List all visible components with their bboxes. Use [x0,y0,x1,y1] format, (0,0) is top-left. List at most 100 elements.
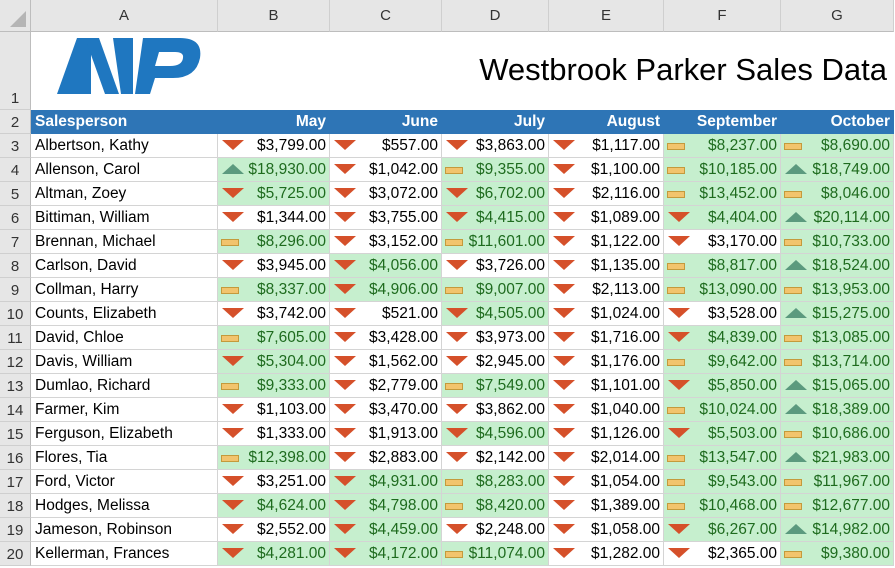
row-header-6[interactable]: 6 [0,206,31,230]
row-header-10[interactable]: 10 [0,302,31,326]
sales-cell[interactable]: $4,624.00 [218,494,330,518]
sales-cell[interactable]: $9,642.00 [664,350,781,374]
sales-cell[interactable]: $1,089.00 [549,206,664,230]
sales-cell[interactable]: $557.00 [330,134,442,158]
row-header-14[interactable]: 14 [0,398,31,422]
salesperson-cell[interactable]: Hodges, Melissa [31,494,218,518]
sales-cell[interactable]: $3,072.00 [330,182,442,206]
salesperson-cell[interactable]: Albertson, Kathy [31,134,218,158]
sales-cell[interactable]: $13,090.00 [664,278,781,302]
salesperson-cell[interactable]: Bittiman, William [31,206,218,230]
sales-cell[interactable]: $21,983.00 [781,446,894,470]
sales-cell[interactable]: $1,126.00 [549,422,664,446]
salesperson-cell[interactable]: Brennan, Michael [31,230,218,254]
sales-cell[interactable]: $10,185.00 [664,158,781,182]
row-header-18[interactable]: 18 [0,494,31,518]
sales-cell[interactable]: $1,562.00 [330,350,442,374]
row-header-15[interactable]: 15 [0,422,31,446]
sales-cell[interactable]: $1,716.00 [549,326,664,350]
sales-cell[interactable]: $3,973.00 [442,326,549,350]
sales-cell[interactable]: $9,380.00 [781,542,894,566]
sales-cell[interactable]: $3,428.00 [330,326,442,350]
sales-cell[interactable]: $4,505.00 [442,302,549,326]
row-header-9[interactable]: 9 [0,278,31,302]
row-header-5[interactable]: 5 [0,182,31,206]
select-all-button[interactable] [0,0,31,32]
column-title-october[interactable]: October [781,110,894,134]
salesperson-cell[interactable]: Collman, Harry [31,278,218,302]
sales-cell[interactable]: $1,282.00 [549,542,664,566]
row-header-7[interactable]: 7 [0,230,31,254]
salesperson-cell[interactable]: Jameson, Robinson [31,518,218,542]
sales-cell[interactable]: $4,839.00 [664,326,781,350]
row-header-4[interactable]: 4 [0,158,31,182]
sales-cell[interactable]: $12,398.00 [218,446,330,470]
sales-cell[interactable]: $9,355.00 [442,158,549,182]
sales-cell[interactable]: $8,046.00 [781,182,894,206]
sales-cell[interactable]: $2,142.00 [442,446,549,470]
sales-cell[interactable]: $3,742.00 [218,302,330,326]
sales-cell[interactable]: $5,725.00 [218,182,330,206]
sales-cell[interactable]: $18,930.00 [218,158,330,182]
sales-cell[interactable]: $3,528.00 [664,302,781,326]
column-title-salesperson[interactable]: Salesperson [31,110,218,134]
column-header-F[interactable]: F [664,0,781,32]
sales-cell[interactable]: $15,275.00 [781,302,894,326]
sales-cell[interactable]: $8,817.00 [664,254,781,278]
sales-cell[interactable]: $2,365.00 [664,542,781,566]
salesperson-cell[interactable]: Counts, Elizabeth [31,302,218,326]
sales-cell[interactable]: $8,283.00 [442,470,549,494]
column-title-september[interactable]: September [664,110,781,134]
sales-cell[interactable]: $1,135.00 [549,254,664,278]
sales-cell[interactable]: $4,798.00 [330,494,442,518]
row-header-2[interactable]: 2 [0,110,31,134]
row-header-20[interactable]: 20 [0,542,31,566]
sales-cell[interactable]: $4,459.00 [330,518,442,542]
sales-cell[interactable]: $15,065.00 [781,374,894,398]
salesperson-cell[interactable]: Altman, Zoey [31,182,218,206]
sales-cell[interactable]: $10,686.00 [781,422,894,446]
sales-cell[interactable]: $1,024.00 [549,302,664,326]
sales-cell[interactable]: $521.00 [330,302,442,326]
sales-cell[interactable]: $1,122.00 [549,230,664,254]
column-header-C[interactable]: C [330,0,442,32]
sales-cell[interactable]: $1,042.00 [330,158,442,182]
sales-cell[interactable]: $2,945.00 [442,350,549,374]
row-header-3[interactable]: 3 [0,134,31,158]
sales-cell[interactable]: $7,549.00 [442,374,549,398]
sales-cell[interactable]: $5,850.00 [664,374,781,398]
salesperson-cell[interactable]: Kellerman, Frances [31,542,218,566]
column-header-E[interactable]: E [549,0,664,32]
sales-cell[interactable]: $8,420.00 [442,494,549,518]
sales-cell[interactable]: $3,945.00 [218,254,330,278]
sales-cell[interactable]: $9,007.00 [442,278,549,302]
sales-cell[interactable]: $2,552.00 [218,518,330,542]
salesperson-cell[interactable]: Farmer, Kim [31,398,218,422]
sales-cell[interactable]: $4,931.00 [330,470,442,494]
sales-cell[interactable]: $4,404.00 [664,206,781,230]
sales-cell[interactable]: $2,779.00 [330,374,442,398]
sales-cell[interactable]: $5,503.00 [664,422,781,446]
sales-cell[interactable]: $1,101.00 [549,374,664,398]
sales-cell[interactable]: $6,702.00 [442,182,549,206]
row-header-17[interactable]: 17 [0,470,31,494]
column-header-B[interactable]: B [218,0,330,32]
sales-cell[interactable]: $3,170.00 [664,230,781,254]
sales-cell[interactable]: $18,749.00 [781,158,894,182]
sales-cell[interactable]: $1,344.00 [218,206,330,230]
sales-cell[interactable]: $9,543.00 [664,470,781,494]
sales-cell[interactable]: $18,389.00 [781,398,894,422]
sales-cell[interactable]: $9,333.00 [218,374,330,398]
sales-cell[interactable]: $3,470.00 [330,398,442,422]
sales-cell[interactable]: $2,014.00 [549,446,664,470]
column-title-june[interactable]: June [330,110,442,134]
sales-cell[interactable]: $13,452.00 [664,182,781,206]
column-header-G[interactable]: G [781,0,894,32]
sales-cell[interactable]: $3,799.00 [218,134,330,158]
sales-cell[interactable]: $4,415.00 [442,206,549,230]
sales-cell[interactable]: $8,337.00 [218,278,330,302]
sales-cell[interactable]: $13,953.00 [781,278,894,302]
sales-cell[interactable]: $1,058.00 [549,518,664,542]
sales-cell[interactable]: $1,117.00 [549,134,664,158]
sales-cell[interactable]: $1,040.00 [549,398,664,422]
